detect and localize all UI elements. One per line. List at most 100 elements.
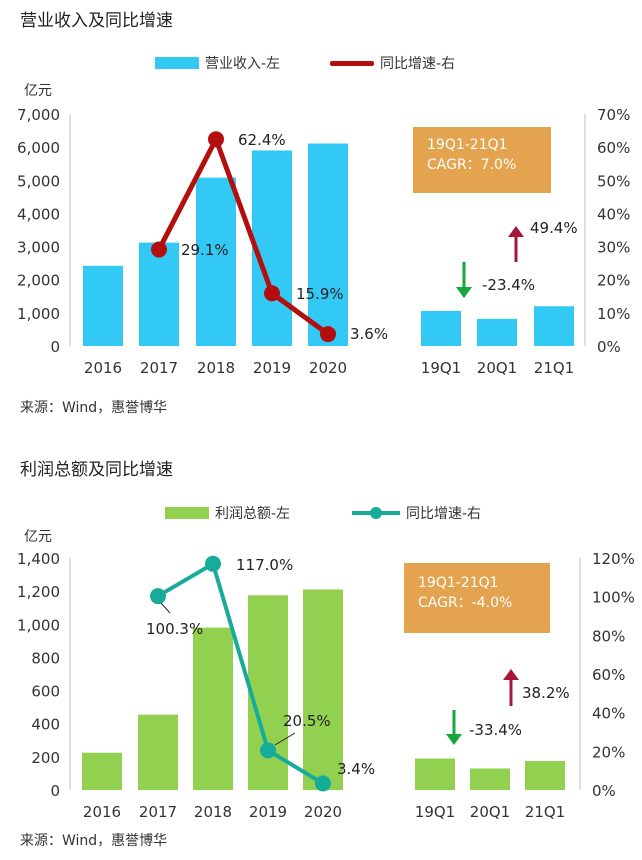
- x-tick-label: 19Q1: [415, 803, 455, 821]
- down-arrow-icon: [446, 734, 462, 745]
- chart1-cagr-period: 19Q1-21Q1: [427, 137, 508, 153]
- x-tick-label: 20Q1: [470, 803, 510, 821]
- growth-data-label: 15.9%: [296, 285, 344, 303]
- growth-line: [156, 561, 325, 786]
- y-left-tick-label: 800: [31, 649, 60, 667]
- growth-data-label: 29.1%: [181, 241, 229, 259]
- growth-point: [260, 742, 276, 759]
- x-tick-label: 20Q1: [477, 359, 517, 377]
- x-tick-label: 2018: [197, 359, 235, 377]
- quarterly-change-label: 38.2%: [522, 684, 570, 702]
- growth-data-label: 20.5%: [283, 712, 331, 730]
- y-left-tick-label: 400: [31, 716, 60, 734]
- y-right-tick-label: 50%: [597, 172, 630, 190]
- bar: [308, 143, 348, 346]
- label-leader-line: [274, 732, 296, 746]
- chart2-source: 来源：Wind，惠誉博华: [20, 833, 168, 849]
- growth-point: [150, 588, 166, 605]
- y-left-tick-label: 3,000: [17, 239, 60, 257]
- up-arrow-icon: [508, 226, 524, 237]
- chart2-legend-bar: 利润总额-左: [165, 503, 290, 523]
- chart2-cagr-value: CAGR：-4.0%: [418, 595, 513, 611]
- y-left-tick-label: 0: [50, 782, 60, 800]
- x-tick-label: 2017: [139, 803, 177, 821]
- chart2-title: 利润总额及同比增速: [20, 460, 173, 480]
- x-tick-label: 2016: [84, 359, 122, 377]
- chart1-title: 营业收入及同比增速: [20, 11, 173, 31]
- quarterly-change-label: 49.4%: [530, 219, 578, 237]
- y-left-tick-label: 6,000: [17, 139, 60, 157]
- bar: [470, 768, 510, 790]
- chart1-unit-label: 亿元: [24, 83, 52, 99]
- bar: [139, 242, 179, 346]
- growth-data-label: 62.4%: [238, 131, 286, 149]
- chart1-legend-line: 同比增速-右: [330, 53, 455, 73]
- y-right-tick-label: 70%: [597, 106, 630, 124]
- x-tick-label: 2018: [194, 803, 232, 821]
- y-left-tick-label: 200: [31, 749, 60, 767]
- chart2-legend-line-swatch: [352, 507, 400, 519]
- quarterly-change-label: -33.4%: [469, 721, 522, 739]
- y-left-tick-label: 5,000: [17, 172, 60, 190]
- chart1-cagr-value: CAGR：7.0%: [427, 157, 517, 173]
- bar: [193, 627, 233, 790]
- chart2-legend-line-label: 同比增速-右: [406, 506, 482, 522]
- quarterly-change-label: -23.4%: [482, 276, 535, 294]
- growth-point: [205, 555, 221, 572]
- x-tick-label: 2019: [249, 803, 287, 821]
- bar: [534, 306, 574, 346]
- chart1-legend-bar-label: 营业收入-左: [205, 56, 281, 72]
- x-tick-label: 21Q1: [534, 359, 574, 377]
- y-right-tick-label: 80%: [592, 627, 625, 645]
- y-right-tick-label: 0%: [592, 782, 616, 800]
- y-right-tick-label: 60%: [592, 666, 625, 684]
- chart2-legend-line: 同比增速-右: [352, 503, 481, 523]
- growth-data-label: 3.6%: [350, 325, 388, 343]
- x-tick-label: 2016: [83, 803, 121, 821]
- bar: [421, 310, 461, 346]
- y-left-tick-label: 1,000: [17, 616, 60, 634]
- bar: [196, 177, 236, 346]
- growth-line: [156, 136, 330, 337]
- chart1-cagr-box: 19Q1-21Q1 CAGR：7.0%: [413, 127, 551, 193]
- chart2-unit-label: 亿元: [24, 529, 52, 545]
- y-right-tick-label: 40%: [597, 205, 630, 223]
- y-left-tick-label: 1,400: [17, 550, 60, 568]
- bar: [138, 714, 178, 790]
- x-tick-label: 2017: [140, 359, 178, 377]
- bar: [477, 318, 517, 346]
- bar: [415, 758, 455, 790]
- y-right-tick-label: 40%: [592, 705, 625, 723]
- growth-point: [208, 131, 224, 148]
- y-right-tick-label: 20%: [597, 272, 630, 290]
- y-right-tick-label: 30%: [597, 239, 630, 257]
- chart2-legend-bar-swatch: [165, 507, 209, 519]
- y-right-tick-label: 20%: [592, 743, 625, 761]
- growth-point: [264, 285, 280, 302]
- x-tick-label: 21Q1: [525, 803, 565, 821]
- chart1-legend-line-label: 同比增速-右: [380, 56, 456, 72]
- y-left-tick-label: 1,200: [17, 583, 60, 601]
- growth-data-label: 3.4%: [337, 760, 375, 778]
- x-tick-label: 2019: [253, 359, 291, 377]
- x-tick-label: 19Q1: [421, 359, 461, 377]
- growth-point: [315, 775, 331, 792]
- growth-point: [320, 326, 336, 343]
- bar: [252, 150, 292, 346]
- y-right-tick-label: 0%: [597, 338, 621, 356]
- chart1-plot: 0 1,000 2,000 3,000 4,000 5,000 6,000 7,000 0% 10…: [17, 106, 630, 377]
- chart2-cagr-period: 19Q1-21Q1: [418, 575, 499, 591]
- y-right-tick-label: 120%: [592, 550, 635, 568]
- chart2-cagr-box: 19Q1-21Q1 CAGR：-4.0%: [404, 563, 550, 633]
- chart1-legend-line-swatch: [330, 60, 374, 66]
- bar: [82, 752, 122, 790]
- down-arrow-icon: [456, 287, 472, 298]
- growth-data-label: 100.3%: [146, 620, 203, 638]
- y-left-tick-label: 600: [31, 683, 60, 701]
- y-left-tick-label: 0: [50, 338, 60, 356]
- y-right-tick-label: 60%: [597, 139, 630, 157]
- chart1-source: 来源：Wind，惠誉博华: [20, 400, 168, 416]
- y-right-tick-label: 100%: [592, 589, 635, 607]
- chart1-legend-bar: 营业收入-左: [155, 53, 280, 73]
